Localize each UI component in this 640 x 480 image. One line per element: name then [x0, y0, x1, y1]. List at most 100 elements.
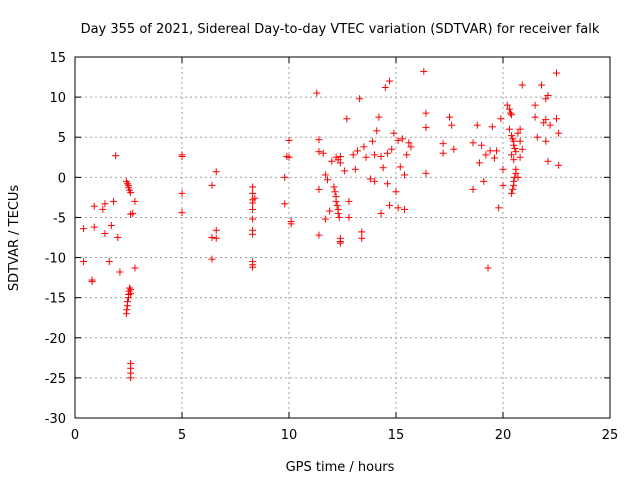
data-point — [516, 137, 524, 145]
data-point — [544, 157, 552, 165]
data-point — [178, 152, 186, 160]
data-point — [368, 137, 376, 145]
data-point — [90, 223, 98, 231]
data-point — [356, 95, 364, 103]
data-point — [553, 115, 560, 123]
data-point — [353, 147, 361, 155]
data-point — [334, 209, 342, 217]
data-point — [90, 202, 98, 210]
data-point — [508, 132, 516, 140]
data-point — [114, 234, 122, 241]
data-point — [249, 205, 257, 213]
data-point — [398, 135, 406, 143]
data-point — [101, 200, 109, 208]
plot-frame — [74, 56, 611, 419]
data-point — [514, 173, 522, 181]
data-point — [249, 263, 257, 271]
data-point — [332, 197, 340, 205]
data-point — [509, 185, 517, 193]
data-point — [285, 153, 293, 161]
x-tick-label: 5 — [178, 428, 186, 443]
data-point — [542, 116, 550, 124]
data-point — [383, 180, 391, 188]
data-point — [439, 149, 447, 157]
data-point — [493, 147, 501, 155]
y-tick-label: 0 — [58, 171, 66, 186]
data-point — [315, 231, 323, 239]
data-point — [285, 136, 293, 144]
data-point — [371, 177, 379, 185]
data-point — [486, 147, 494, 155]
data-point — [555, 129, 563, 137]
data-point — [101, 229, 109, 237]
data-point — [343, 115, 351, 123]
data-point — [335, 213, 343, 221]
data-point — [396, 163, 404, 171]
y-tick-label: -15 — [45, 292, 66, 307]
data-point — [503, 101, 511, 109]
data-point — [212, 226, 220, 234]
data-point — [518, 81, 526, 89]
data-point — [475, 159, 483, 167]
data-point — [99, 205, 107, 213]
data-point — [555, 161, 563, 169]
data-point — [80, 225, 88, 233]
data-point — [386, 201, 394, 209]
data-point — [212, 168, 220, 176]
data-point — [105, 258, 113, 266]
data-point — [127, 189, 135, 197]
data-point — [531, 113, 539, 121]
y-tick-label: -25 — [45, 372, 66, 387]
data-point — [315, 185, 323, 193]
data-point — [469, 185, 477, 193]
data-point — [326, 207, 334, 215]
data-point — [390, 129, 398, 137]
data-point — [405, 139, 413, 147]
chart-title: Day 355 of 2021, Sidereal Day-to-day VTE… — [81, 22, 600, 37]
data-point — [88, 278, 96, 286]
data-point — [422, 169, 430, 177]
data-point — [553, 69, 560, 77]
data-point — [514, 129, 522, 137]
data-point — [341, 167, 349, 175]
x-tick-label: 0 — [71, 428, 79, 443]
data-point — [345, 213, 353, 221]
data-point — [366, 175, 374, 183]
data-point — [386, 77, 394, 85]
data-point — [516, 125, 524, 133]
data-point — [333, 201, 341, 209]
data-point — [328, 157, 336, 165]
data-point — [533, 133, 541, 141]
data-point — [518, 145, 526, 153]
data-point — [112, 152, 120, 160]
data-point — [371, 151, 379, 159]
data-point — [531, 101, 539, 109]
data-point — [439, 140, 447, 148]
data-point — [336, 238, 344, 246]
data-point — [505, 105, 513, 113]
data-point — [281, 200, 289, 208]
x-tick-label: 10 — [281, 428, 298, 443]
data-point — [212, 234, 220, 242]
data-point — [392, 188, 400, 196]
data-point — [488, 123, 496, 131]
data-point — [508, 111, 516, 119]
data-point — [362, 153, 370, 161]
data-point — [315, 136, 323, 144]
data-point — [127, 290, 135, 298]
y-tick-label: 5 — [58, 131, 66, 146]
data-point — [123, 306, 131, 314]
data-point — [544, 92, 552, 100]
data-point — [131, 197, 139, 205]
data-point — [403, 151, 411, 159]
data-point — [490, 154, 498, 162]
data-point — [324, 176, 332, 184]
data-point — [478, 141, 486, 149]
data-point — [249, 183, 257, 191]
y-tick-label: -10 — [45, 252, 66, 267]
x-tick-label: 15 — [388, 428, 405, 443]
x-tick-label: 20 — [495, 428, 512, 443]
data-point — [331, 188, 339, 196]
data-point — [336, 152, 344, 160]
